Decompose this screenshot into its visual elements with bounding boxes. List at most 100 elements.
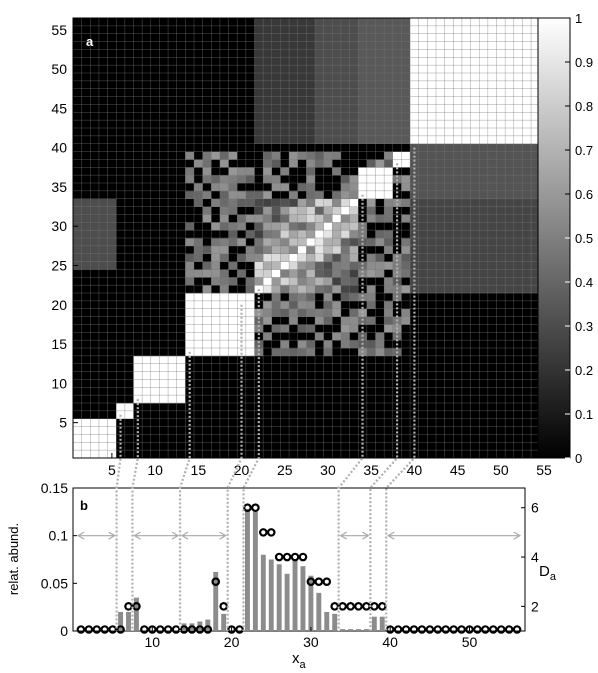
heatmap-cell: [392, 238, 402, 247]
heatmap-cell: [280, 308, 290, 317]
heatmap-cell: [461, 277, 471, 286]
heatmap-cell: [81, 222, 91, 231]
heatmap-cell: [168, 167, 178, 176]
heatmap-cell: [237, 190, 247, 200]
heatmap-cell: [271, 159, 281, 168]
heatmap-cell: [531, 33, 541, 42]
heatmap-cell: [185, 198, 195, 207]
heatmap-cell: [90, 434, 100, 443]
da-circle: [362, 602, 371, 611]
heatmap-cell: [323, 245, 333, 255]
heatmap-cell: [297, 49, 307, 58]
heatmap-cell: [392, 269, 402, 278]
heatmap-cell: [453, 324, 463, 333]
heatmap-cell: [150, 418, 160, 427]
heatmap-cell: [150, 151, 160, 160]
heatmap-cell: [384, 300, 394, 310]
heatmap-cell: [470, 104, 480, 113]
heatmap-cell: [237, 355, 247, 365]
heatmap-cell: [98, 230, 108, 239]
heatmap-cell: [219, 18, 229, 27]
heatmap-cell: [98, 175, 108, 184]
heatmap-cell: [254, 403, 264, 412]
heatmap-cell: [159, 175, 169, 184]
heatmap-cell: [263, 316, 273, 325]
heatmap-cell: [349, 261, 359, 270]
heatmap-cell: [410, 434, 420, 443]
heatmap-cell: [513, 277, 523, 286]
heatmap-cell: [237, 222, 247, 231]
heatmap-cell: [107, 387, 117, 396]
heatmap-cell: [280, 426, 290, 435]
heatmap-cell: [461, 238, 471, 247]
heatmap-cell: [366, 57, 376, 66]
heatmap-cell: [263, 403, 273, 412]
heatmap-cell: [505, 410, 515, 420]
heatmap-cell: [142, 222, 152, 231]
heatmap-cell: [392, 65, 402, 74]
heatmap-cell: [245, 73, 255, 82]
heatmap-cell: [384, 371, 394, 380]
heatmap-cell: [168, 418, 178, 427]
heatmap-cell: [228, 245, 238, 255]
heatmap-cell: [366, 253, 376, 262]
heatmap-cell: [194, 300, 203, 310]
heatmap-cell: [219, 442, 229, 451]
heatmap-cell: [453, 371, 463, 380]
heatmap-cell: [340, 293, 350, 302]
heatmap-cell: [142, 33, 152, 42]
heatmap-cell: [384, 18, 394, 27]
heatmap-cell: [349, 183, 359, 192]
heatmap-cell: [159, 418, 169, 427]
heatmap-cell: [453, 340, 463, 349]
heatmap-cell: [306, 167, 316, 176]
heatmap-cell: [366, 277, 376, 286]
heatmap-cell: [133, 33, 143, 42]
heatmap-cell: [159, 120, 169, 129]
heatmap-cell: [323, 135, 333, 145]
heatmap-cell: [479, 65, 489, 74]
heatmap-cell: [280, 198, 290, 207]
heatmap-cell: [133, 41, 143, 50]
heatmap-cell: [90, 49, 100, 58]
heatmap-cell: [470, 206, 480, 215]
heatmap-cell: [332, 104, 342, 113]
heatmap-cell: [133, 120, 143, 129]
heatmap-cell: [194, 65, 203, 74]
heatmap-cell: [254, 151, 264, 160]
heatmap-cell: [444, 88, 454, 97]
heatmap-cell: [90, 316, 100, 325]
heatmap-cell: [479, 293, 489, 302]
heatmap-cell: [505, 363, 515, 372]
heatmap-cell: [410, 57, 420, 66]
heatmap-cell: [444, 293, 454, 302]
heatmap-cell: [375, 363, 385, 372]
heatmap-cell: [340, 418, 350, 427]
heatmap-cell: [461, 175, 471, 184]
heatmap-cell: [444, 450, 454, 459]
heatmap-cell: [90, 238, 100, 247]
heatmap-cell: [133, 73, 143, 82]
heatmap-cell: [340, 214, 350, 223]
heatmap-cell: [531, 332, 541, 341]
heatmap-cell: [194, 49, 203, 58]
heatmap-cell: [522, 348, 532, 357]
heatmap-cell: [211, 410, 221, 420]
bar-x-tick-label: 30: [303, 634, 319, 650]
heatmap-cell: [245, 277, 255, 286]
heatmap-cell: [487, 371, 497, 380]
heatmap-cell: [315, 135, 324, 145]
heatmap-cell: [461, 371, 471, 380]
heatmap-cell: [349, 308, 359, 317]
heatmap-cell: [332, 190, 342, 200]
heatmap-cell: [90, 245, 100, 255]
heatmap-cell: [107, 190, 117, 200]
heatmap-cell: [453, 167, 463, 176]
heatmap-cell: [306, 104, 316, 113]
heatmap-cell: [185, 175, 195, 184]
heatmap-cell: [531, 65, 541, 74]
heatmap-cell: [306, 128, 316, 137]
heatmap-cell: [375, 73, 385, 82]
abundance-bar: [498, 630, 504, 631]
heatmap-cell: [366, 442, 376, 451]
